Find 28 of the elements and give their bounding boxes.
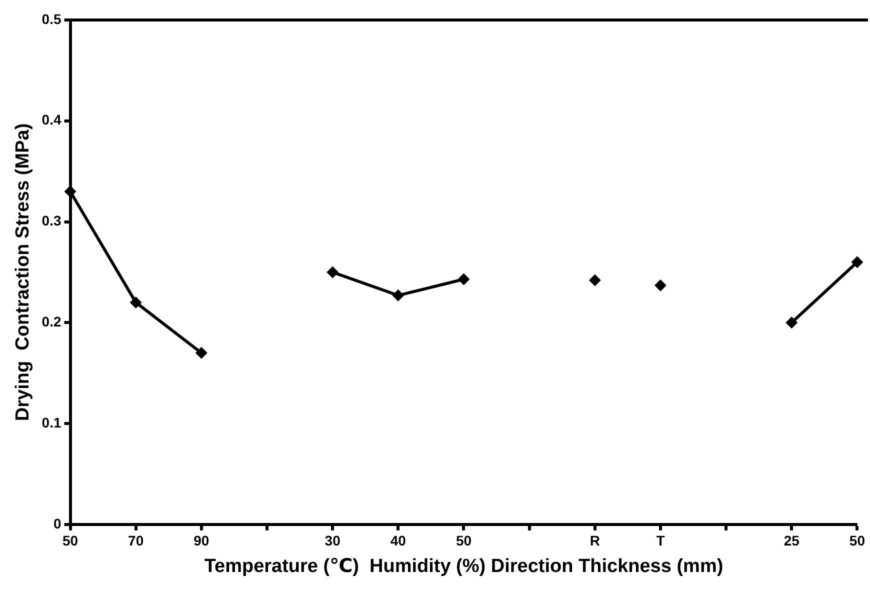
y-tick-label: 0.5 [42, 10, 62, 27]
x-axis-title: Temperature (℃) Humidity (%) Direction Thickness (mm) [204, 556, 724, 577]
x-tick-label: 30 [324, 532, 341, 549]
point [392, 289, 404, 302]
point [458, 273, 470, 286]
point [195, 346, 208, 359]
x-tick-label: T [656, 532, 666, 549]
y-axis-title: Drying Contraction Stress (MPa) [12, 123, 34, 422]
x-tick-label: 50 [62, 532, 78, 549]
point [130, 296, 142, 308]
y-tick-label: 0.3 [42, 212, 62, 229]
point [786, 316, 798, 329]
x-tick-label: R [590, 532, 600, 549]
x-tick-label: 50 [849, 532, 866, 549]
x-tick-label: 40 [390, 532, 406, 549]
y-tick-label: 0.4 [42, 112, 62, 128]
x-tick-label: 90 [194, 532, 210, 549]
y-tick-label: 0 [53, 515, 62, 532]
y-tick-label: 0.1 [42, 414, 62, 430]
x-tick-label: 50 [456, 532, 472, 549]
x-tick-label: 25 [784, 532, 800, 549]
y-tick-label: 0.2 [42, 314, 62, 330]
point [64, 185, 76, 198]
x-tick-label: 70 [128, 532, 144, 549]
point [654, 279, 666, 292]
point [588, 274, 601, 286]
point [326, 266, 339, 278]
point [851, 256, 864, 268]
